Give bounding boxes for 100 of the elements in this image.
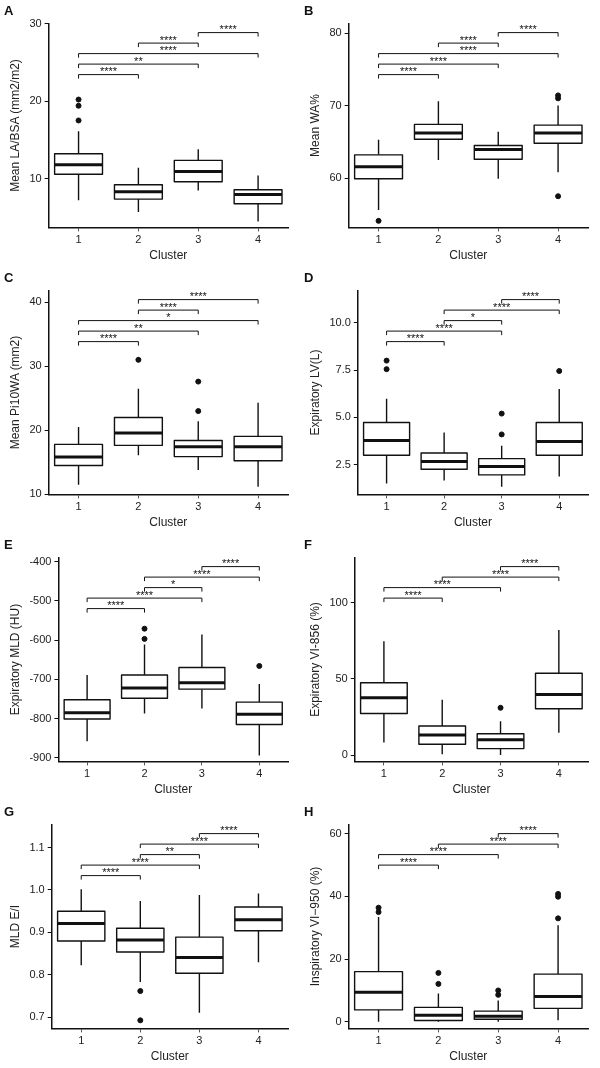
y-axis-title: Expiratory LV(L) xyxy=(307,349,322,436)
chart-title: B xyxy=(304,3,314,19)
y-tick-label: -800 xyxy=(29,711,52,724)
annotation: **** xyxy=(493,300,511,313)
x-tick-label: 4 xyxy=(255,500,262,513)
x-tick-label: 3 xyxy=(498,500,505,513)
y-axis-title: Expiratory MLD (HU) xyxy=(7,603,22,716)
annotation: **** xyxy=(406,332,425,345)
y-tick-label: 100 xyxy=(329,595,348,608)
y-axis-title: Mean LA/BSA (mm2/m2) xyxy=(7,59,22,192)
y-tick-label: 30 xyxy=(29,16,42,29)
x-tick-label: 2 xyxy=(439,767,446,780)
annotation: **** xyxy=(521,290,540,303)
annotation: **** xyxy=(189,290,208,303)
x-tick-label: 3 xyxy=(195,500,202,513)
x-tick-label: 4 xyxy=(556,500,563,513)
annotation: **** xyxy=(429,845,448,858)
y-tick-label: 0.8 xyxy=(29,967,45,980)
x-axis-title: Cluster xyxy=(453,515,492,530)
y-axis-title: Expiratory VI-856 (%) xyxy=(307,602,322,717)
annotation: **** xyxy=(519,23,538,36)
x-tick-label: 4 xyxy=(555,233,562,246)
annotation: **** xyxy=(99,65,118,78)
x-axis-title: Cluster xyxy=(154,782,193,797)
x-tick-label: 1 xyxy=(383,500,390,513)
chart-title: D xyxy=(304,270,314,286)
y-tick-label: 60 xyxy=(329,171,342,184)
y-tick-label: 50 xyxy=(335,671,348,684)
x-tick-label: 2 xyxy=(141,767,148,780)
x-tick-label: 3 xyxy=(195,233,202,246)
annotation: **** xyxy=(399,65,418,78)
x-tick-label: 4 xyxy=(555,767,562,780)
y-tick-label: 0.7 xyxy=(29,1010,45,1023)
annotation: **** xyxy=(99,332,118,345)
y-axis-title: Mean Pi10WA (mm2) xyxy=(7,335,22,450)
y-tick-label: 40 xyxy=(29,295,42,308)
y-tick-label: -500 xyxy=(29,593,52,606)
y-tick-label: 0 xyxy=(341,748,348,761)
annotation: **** xyxy=(521,557,539,570)
x-tick-label: 1 xyxy=(78,1034,85,1047)
chart-title: G xyxy=(4,804,15,820)
y-tick-label: -600 xyxy=(29,633,52,646)
annotation: **** xyxy=(159,300,178,313)
x-tick-label: 2 xyxy=(135,233,142,246)
y-tick-label: 10 xyxy=(29,171,42,184)
x-tick-label: 1 xyxy=(84,767,91,780)
y-tick-label: 20 xyxy=(329,952,342,965)
chart-title: A xyxy=(4,3,14,19)
chart-title: H xyxy=(304,804,314,820)
x-axis-title: Cluster xyxy=(449,248,488,263)
annotation: ** xyxy=(165,845,175,858)
x-tick-label: 3 xyxy=(495,1034,502,1047)
y-tick-label: -700 xyxy=(29,672,52,685)
annotation: **** xyxy=(193,567,212,580)
x-tick-label: 4 xyxy=(255,1034,262,1047)
annotation: **** xyxy=(102,866,121,879)
annotation: **** xyxy=(190,834,209,847)
y-tick-label: 7.5 xyxy=(335,363,351,376)
y-tick-label: 40 xyxy=(329,889,342,902)
x-axis-title: Cluster xyxy=(149,515,188,530)
annotation: **** xyxy=(399,855,418,868)
x-tick-label: 4 xyxy=(255,233,262,246)
annotation: **** xyxy=(159,33,178,46)
x-tick-label: 3 xyxy=(196,1034,203,1047)
x-tick-label: 1 xyxy=(380,767,387,780)
annotation: **** xyxy=(220,824,239,837)
y-tick-label: 60 xyxy=(329,826,342,839)
annotation: **** xyxy=(459,44,478,57)
x-tick-label: 4 xyxy=(555,1034,562,1047)
x-axis-title: Cluster xyxy=(150,1049,189,1064)
y-axis-title: MLD E/I xyxy=(7,904,22,949)
x-tick-label: 3 xyxy=(198,767,205,780)
annotation: * xyxy=(171,578,177,591)
y-tick-label: 20 xyxy=(29,94,42,107)
annotation: **** xyxy=(222,557,240,570)
annotation: **** xyxy=(433,578,452,591)
annotation: ** xyxy=(134,321,144,334)
chart-title: E xyxy=(4,537,13,553)
y-tick-label: 0.9 xyxy=(29,925,45,938)
y-tick-label: 0 xyxy=(335,1014,342,1027)
y-tick-label: 10 xyxy=(29,487,42,500)
annotation: **** xyxy=(429,54,448,67)
annotation: **** xyxy=(135,588,154,601)
x-tick-label: 2 xyxy=(441,500,448,513)
y-tick-label: 30 xyxy=(29,359,42,372)
y-tick-label: -900 xyxy=(29,750,52,763)
chart-title: C xyxy=(4,270,14,286)
x-tick-label: 2 xyxy=(137,1034,144,1047)
x-tick-label: 2 xyxy=(435,233,442,246)
chart-title: F xyxy=(304,537,312,553)
y-tick-label: 70 xyxy=(329,98,342,111)
y-axis-title: Inspiratory VI−950 (%) xyxy=(307,866,322,987)
annotation: **** xyxy=(131,855,150,868)
annotation: * xyxy=(470,311,476,324)
x-tick-label: 1 xyxy=(375,233,382,246)
annotation: **** xyxy=(404,588,423,601)
y-tick-label: 5.0 xyxy=(335,410,351,423)
x-tick-label: 1 xyxy=(375,1034,382,1047)
y-tick-label: -400 xyxy=(29,554,52,567)
x-axis-title: Cluster xyxy=(452,782,491,797)
